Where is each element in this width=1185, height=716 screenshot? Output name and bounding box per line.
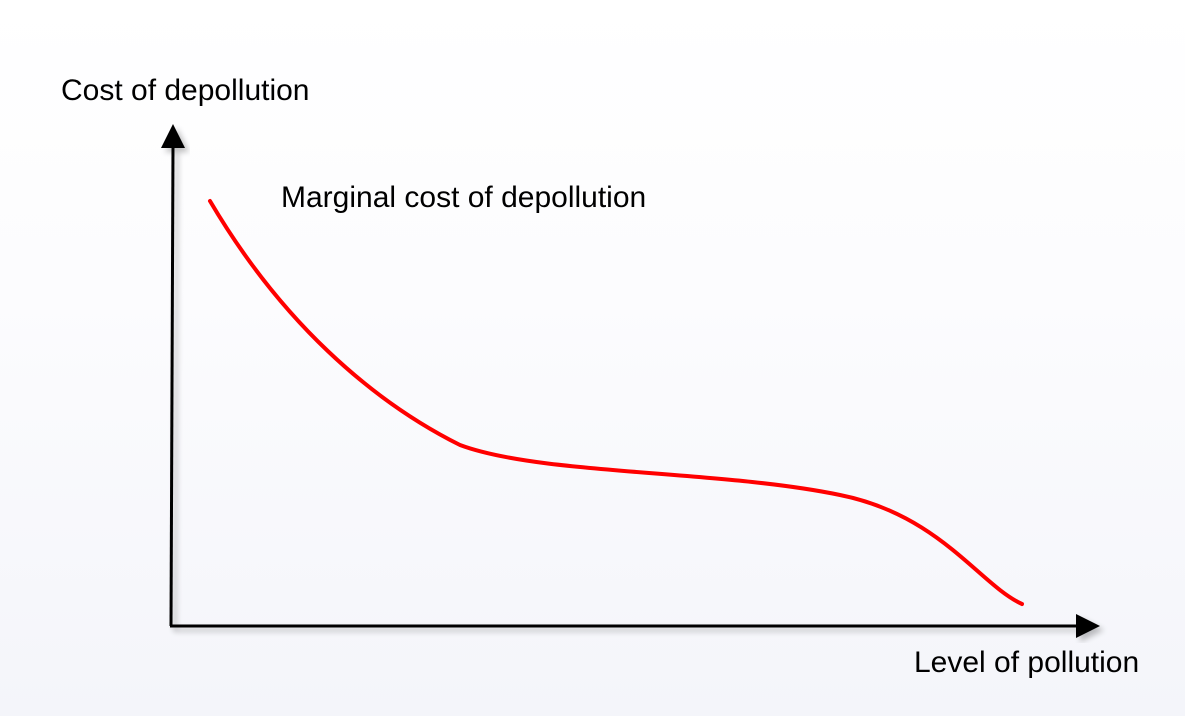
x-axis-label: Level of pollution [914, 646, 1139, 679]
y-axis [161, 124, 185, 627]
x-axis-arrowhead [1076, 614, 1100, 638]
y-axis-line [169, 145, 175, 627]
marginal-cost-curve [208, 199, 1024, 606]
y-axis-label: Cost of depollution [61, 74, 310, 107]
y-axis-arrowhead [161, 124, 185, 148]
curve-label: Marginal cost of depollution [281, 181, 646, 214]
x-axis [170, 614, 1100, 638]
